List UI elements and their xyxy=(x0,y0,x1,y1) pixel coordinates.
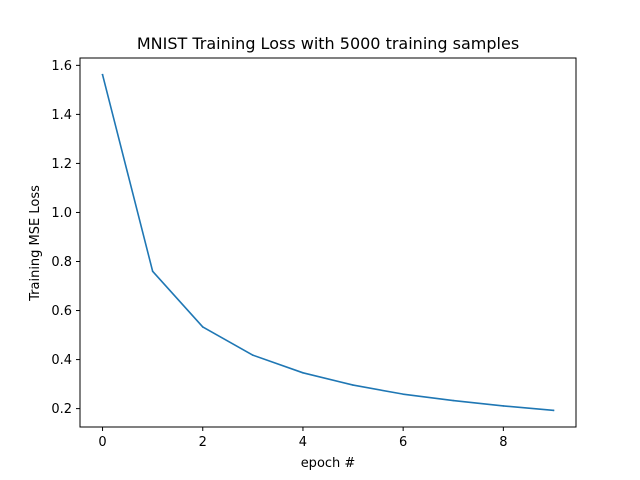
series-line xyxy=(101,73,555,412)
y-tick-label: 1.4 xyxy=(51,108,72,123)
y-tick-label: 0.8 xyxy=(51,255,72,270)
data-point xyxy=(302,372,304,374)
axes-frame xyxy=(79,57,577,428)
data-point xyxy=(452,399,455,402)
data-point xyxy=(201,326,204,328)
plot-area: 0 2 4 6 8 0.2 0.4 0.6 0.8 1.0 1.2 1.4 1.6 xyxy=(51,57,577,450)
x-tick-label: 2 xyxy=(199,435,207,450)
y-tick-label: 0.4 xyxy=(51,353,72,368)
y-tick-label: 1.2 xyxy=(51,157,72,172)
y-tick-label: 0.2 xyxy=(51,402,72,417)
data-point xyxy=(252,354,254,356)
x-tick-label: 0 xyxy=(98,435,106,450)
data-point xyxy=(352,384,354,386)
data-point xyxy=(151,270,154,273)
series-layer xyxy=(101,73,555,412)
x-axis-label: epoch # xyxy=(301,456,356,471)
data-point xyxy=(402,393,404,395)
data-point xyxy=(552,409,555,412)
y-axis-label: Training MSE Loss xyxy=(28,185,43,302)
data-point xyxy=(101,73,104,76)
y-tick-label: 0.6 xyxy=(51,304,72,319)
data-point xyxy=(502,405,505,407)
x-axis-ticks: 0 2 4 6 8 xyxy=(98,427,507,450)
y-axis-ticks: 0.2 0.4 0.6 0.8 1.0 1.2 1.4 1.6 xyxy=(51,59,80,417)
x-tick-label: 4 xyxy=(299,435,307,450)
chart-title: MNIST Training Loss with 5000 training s… xyxy=(137,34,519,53)
x-tick-label: 8 xyxy=(499,435,507,450)
y-tick-label: 1.0 xyxy=(51,206,72,221)
x-tick-label: 6 xyxy=(399,435,407,450)
y-tick-label: 1.6 xyxy=(51,59,72,74)
